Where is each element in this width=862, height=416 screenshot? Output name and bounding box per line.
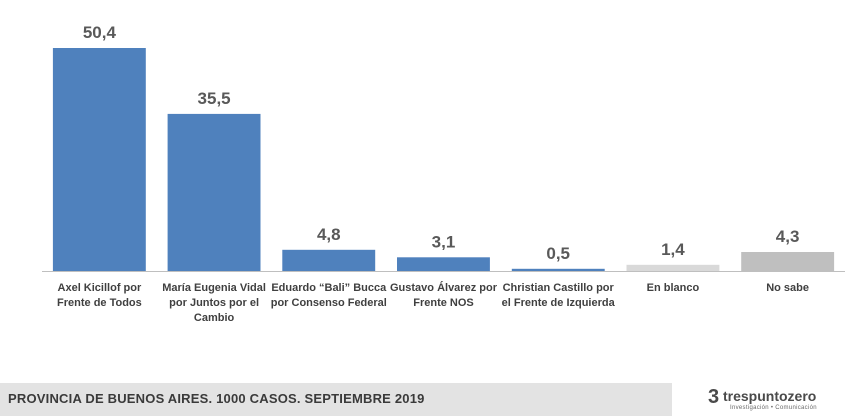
bar-2	[167, 113, 261, 272]
category-label-3-line-2: por Consenso Federal	[271, 297, 387, 309]
logo-mark-icon: 3	[708, 386, 720, 408]
category-label-4-line-1: Gustavo Álvarez por	[390, 281, 498, 294]
category-label-5-line-2: el Frente de Izquierda	[502, 297, 616, 309]
category-label-4-line-2: Frente NOS	[413, 297, 474, 309]
logo-name: trespuntozero	[723, 388, 817, 404]
footer-caption-band: PROVINCIA DE BUENOS AIRES. 1000 CASOS. S…	[0, 383, 672, 416]
logo-tagline: Investigación • Comunicación	[730, 405, 817, 411]
bar-1	[52, 48, 146, 271]
bar-6	[626, 264, 720, 271]
value-label-6: 1,4	[661, 240, 685, 259]
category-label-6-line-1: En blanco	[647, 282, 700, 294]
bar-chart: 50,4 Axel Kicillof por Frente de Todos 35,5…	[42, 23, 845, 324]
value-label-2: 35,5	[198, 89, 231, 108]
category-label-1-line-1: Axel Kicillof por	[58, 282, 142, 294]
category-label-2-line-1: María Eugenia Vidal	[162, 282, 266, 294]
brand-logo: 3 trespuntozero Investigación • Comunica…	[708, 386, 838, 414]
category-label-3-line-1: Eduardo “Bali” Bucca	[271, 282, 387, 294]
category-label-1-line-2: Frente de Todos	[57, 297, 142, 309]
value-label-3: 4,8	[317, 225, 341, 244]
bar-4	[397, 257, 490, 271]
footer-caption: PROVINCIA DE BUENOS AIRES. 1000 CASOS. S…	[8, 391, 425, 406]
category-label-7-line-1: No sabe	[766, 282, 809, 294]
bar-5	[511, 268, 605, 271]
value-label-1: 50,4	[83, 23, 117, 42]
value-label-7: 4,3	[776, 227, 800, 246]
bar-3	[282, 249, 376, 271]
category-label-2-line-3: Cambio	[194, 312, 235, 324]
value-label-5: 0,5	[546, 244, 570, 263]
category-label-5-line-1: Christian Castillo por	[503, 282, 615, 294]
bar-7	[741, 252, 835, 271]
value-label-4: 3,1	[432, 232, 456, 251]
category-label-2-line-2: por Juntos por el	[169, 297, 259, 309]
